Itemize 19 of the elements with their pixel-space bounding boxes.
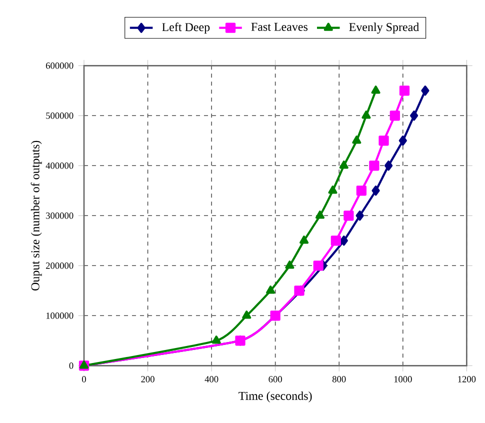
x-tick-label: 400 <box>204 376 218 382</box>
legend-label: Evenly Spread <box>349 22 420 34</box>
x-tick-label: 1000 <box>394 376 412 382</box>
y-tick-label: 0 <box>69 362 74 369</box>
x-tick-label: 0 <box>82 376 86 382</box>
y-tick-label: 400000 <box>46 162 74 169</box>
x-tick-label: 800 <box>332 376 346 382</box>
y-tick-label: 300000 <box>46 212 74 219</box>
y-axis-title: Ouput size (number of outputs) <box>30 140 42 290</box>
x-tick-label: 600 <box>268 376 282 382</box>
y-tick-label: 600000 <box>46 62 74 69</box>
y-tick-label: 500000 <box>46 112 74 119</box>
legend-label: Fast Leaves <box>251 22 308 31</box>
y-tick-label: 200000 <box>46 262 74 269</box>
x-tick-label: 1200 <box>458 376 476 382</box>
y-tick-label: 100000 <box>46 312 74 319</box>
legend-label: Left Deep <box>162 22 210 34</box>
x-axis-title: Time (seconds) <box>238 392 312 402</box>
x-tick-label: 200 <box>141 376 154 382</box>
